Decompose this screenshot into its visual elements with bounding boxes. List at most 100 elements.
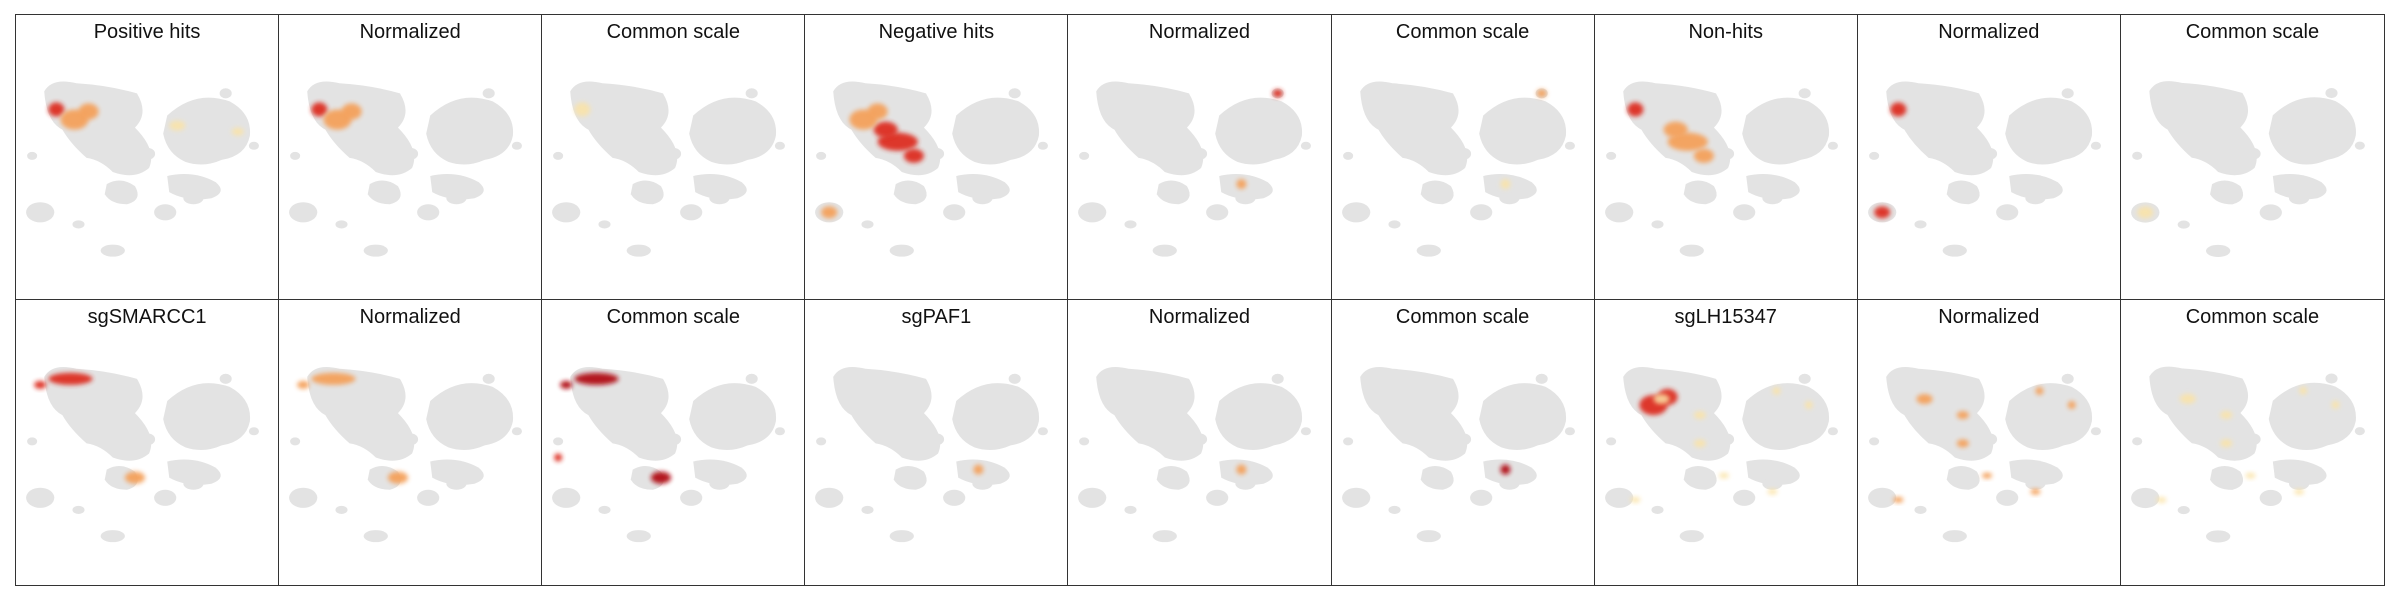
cell-cloud (1078, 202, 1107, 223)
panel-12: Common scale (542, 300, 806, 585)
density-hotspot (387, 471, 409, 484)
density-hotspot (34, 380, 47, 389)
cell-cloud (1478, 97, 1566, 165)
cell-cloud (2288, 477, 2310, 490)
cell-cloud (1420, 180, 1454, 205)
cell-cloud (248, 427, 259, 436)
cell-cloud (2061, 373, 2074, 384)
cell-cloud (1420, 465, 1454, 490)
cell-cloud (1745, 459, 1800, 485)
cell-cloud (1416, 244, 1441, 257)
cell-cloud (290, 437, 301, 446)
cell-cloud (861, 220, 874, 229)
cell-cloud (1157, 180, 1191, 205)
cell-cloud (1272, 373, 1285, 384)
cell-cloud (1604, 202, 1633, 223)
cell-cloud (154, 489, 177, 506)
cell-cloud (2008, 174, 2063, 200)
umap-density-grid: Positive hits Normalized Common scale Negat… (15, 14, 2385, 586)
cell-cloud (1885, 366, 1993, 461)
cell-cloud (709, 192, 730, 205)
cell-cloud (1942, 244, 1967, 257)
density-hotspot (1693, 411, 1706, 420)
cell-cloud (27, 151, 38, 160)
density-hotspot (2067, 401, 2076, 410)
cell-cloud (1745, 174, 1800, 200)
cell-cloud (2244, 433, 2261, 446)
cell-cloud (2008, 459, 2063, 485)
cell-cloud (2268, 382, 2356, 450)
cell-cloud (553, 437, 564, 446)
cell-cloud (1717, 147, 1734, 160)
umap-plot (1341, 366, 1575, 543)
cell-cloud (27, 437, 38, 446)
cell-cloud (104, 180, 138, 205)
cell-cloud (1679, 530, 1704, 543)
cell-cloud (2130, 487, 2160, 509)
cell-cloud (289, 487, 318, 508)
density-hotspot (341, 103, 362, 120)
cell-cloud (1342, 437, 1353, 446)
cell-cloud (367, 180, 401, 205)
cell-cloud (1388, 505, 1401, 514)
umap-plot (1078, 81, 1312, 257)
cell-cloud (44, 366, 152, 461)
cell-cloud (1914, 505, 1927, 514)
cell-cloud (1827, 141, 1838, 150)
panel-title: Negative hits (878, 21, 995, 43)
density-hotspot (1772, 386, 1781, 395)
density-hotspot (1499, 179, 1510, 190)
cell-cloud (402, 147, 419, 160)
cell-cloud (956, 174, 1011, 200)
cell-cloud (163, 97, 251, 165)
density-hotspot (873, 121, 899, 138)
umap-plot (2130, 366, 2365, 543)
cell-cloud (1867, 487, 1897, 508)
cell-cloud (417, 204, 440, 221)
cell-cloud (72, 505, 85, 514)
cell-cloud (1124, 220, 1137, 229)
panel-17: Normalized (1858, 300, 2121, 585)
cell-cloud (335, 505, 348, 514)
density-hotspot (973, 464, 984, 475)
cell-cloud (570, 81, 678, 176)
umap-plot (815, 81, 1049, 257)
cell-cloud (363, 530, 388, 543)
cell-cloud (665, 147, 682, 160)
cell-cloud (689, 383, 777, 450)
cell-cloud (1980, 147, 1997, 160)
cell-cloud (1868, 151, 1879, 160)
cell-cloud (1717, 433, 1734, 446)
panel-8: Normalized (1857, 15, 2121, 300)
cell-cloud (1995, 204, 2019, 221)
cell-cloud (815, 487, 844, 508)
cell-cloud (1478, 383, 1566, 450)
umap-plot (552, 366, 786, 543)
panel-title: Normalized (1938, 306, 2040, 328)
panel-1: Positive hits (16, 15, 280, 300)
cell-cloud (1359, 366, 1467, 461)
cell-cloud (167, 459, 221, 485)
cell-cloud (745, 88, 758, 99)
density-hotspot (1956, 439, 1969, 448)
density-hotspot (311, 102, 328, 117)
cell-cloud (598, 220, 611, 229)
cell-cloud (952, 97, 1040, 165)
panel-title: Common scale (1395, 21, 1530, 43)
cell-cloud (1498, 477, 1520, 490)
panel-13: sgPAF1 (805, 300, 1069, 585)
cell-cloud (26, 202, 55, 223)
cell-cloud (2354, 427, 2365, 436)
cell-cloud (1683, 180, 1717, 205)
cell-cloud (1191, 433, 1208, 446)
density-hotspot (1804, 401, 1813, 410)
cell-cloud (1038, 141, 1049, 150)
cell-cloud (482, 373, 495, 384)
cell-cloud (363, 244, 388, 257)
density-hotspot (124, 471, 146, 484)
cell-cloud (598, 505, 611, 514)
cell-cloud (1235, 477, 1256, 490)
density-hotspot (2298, 386, 2308, 395)
panel-6: Common scale (1331, 15, 1595, 300)
cell-cloud (430, 174, 484, 200)
